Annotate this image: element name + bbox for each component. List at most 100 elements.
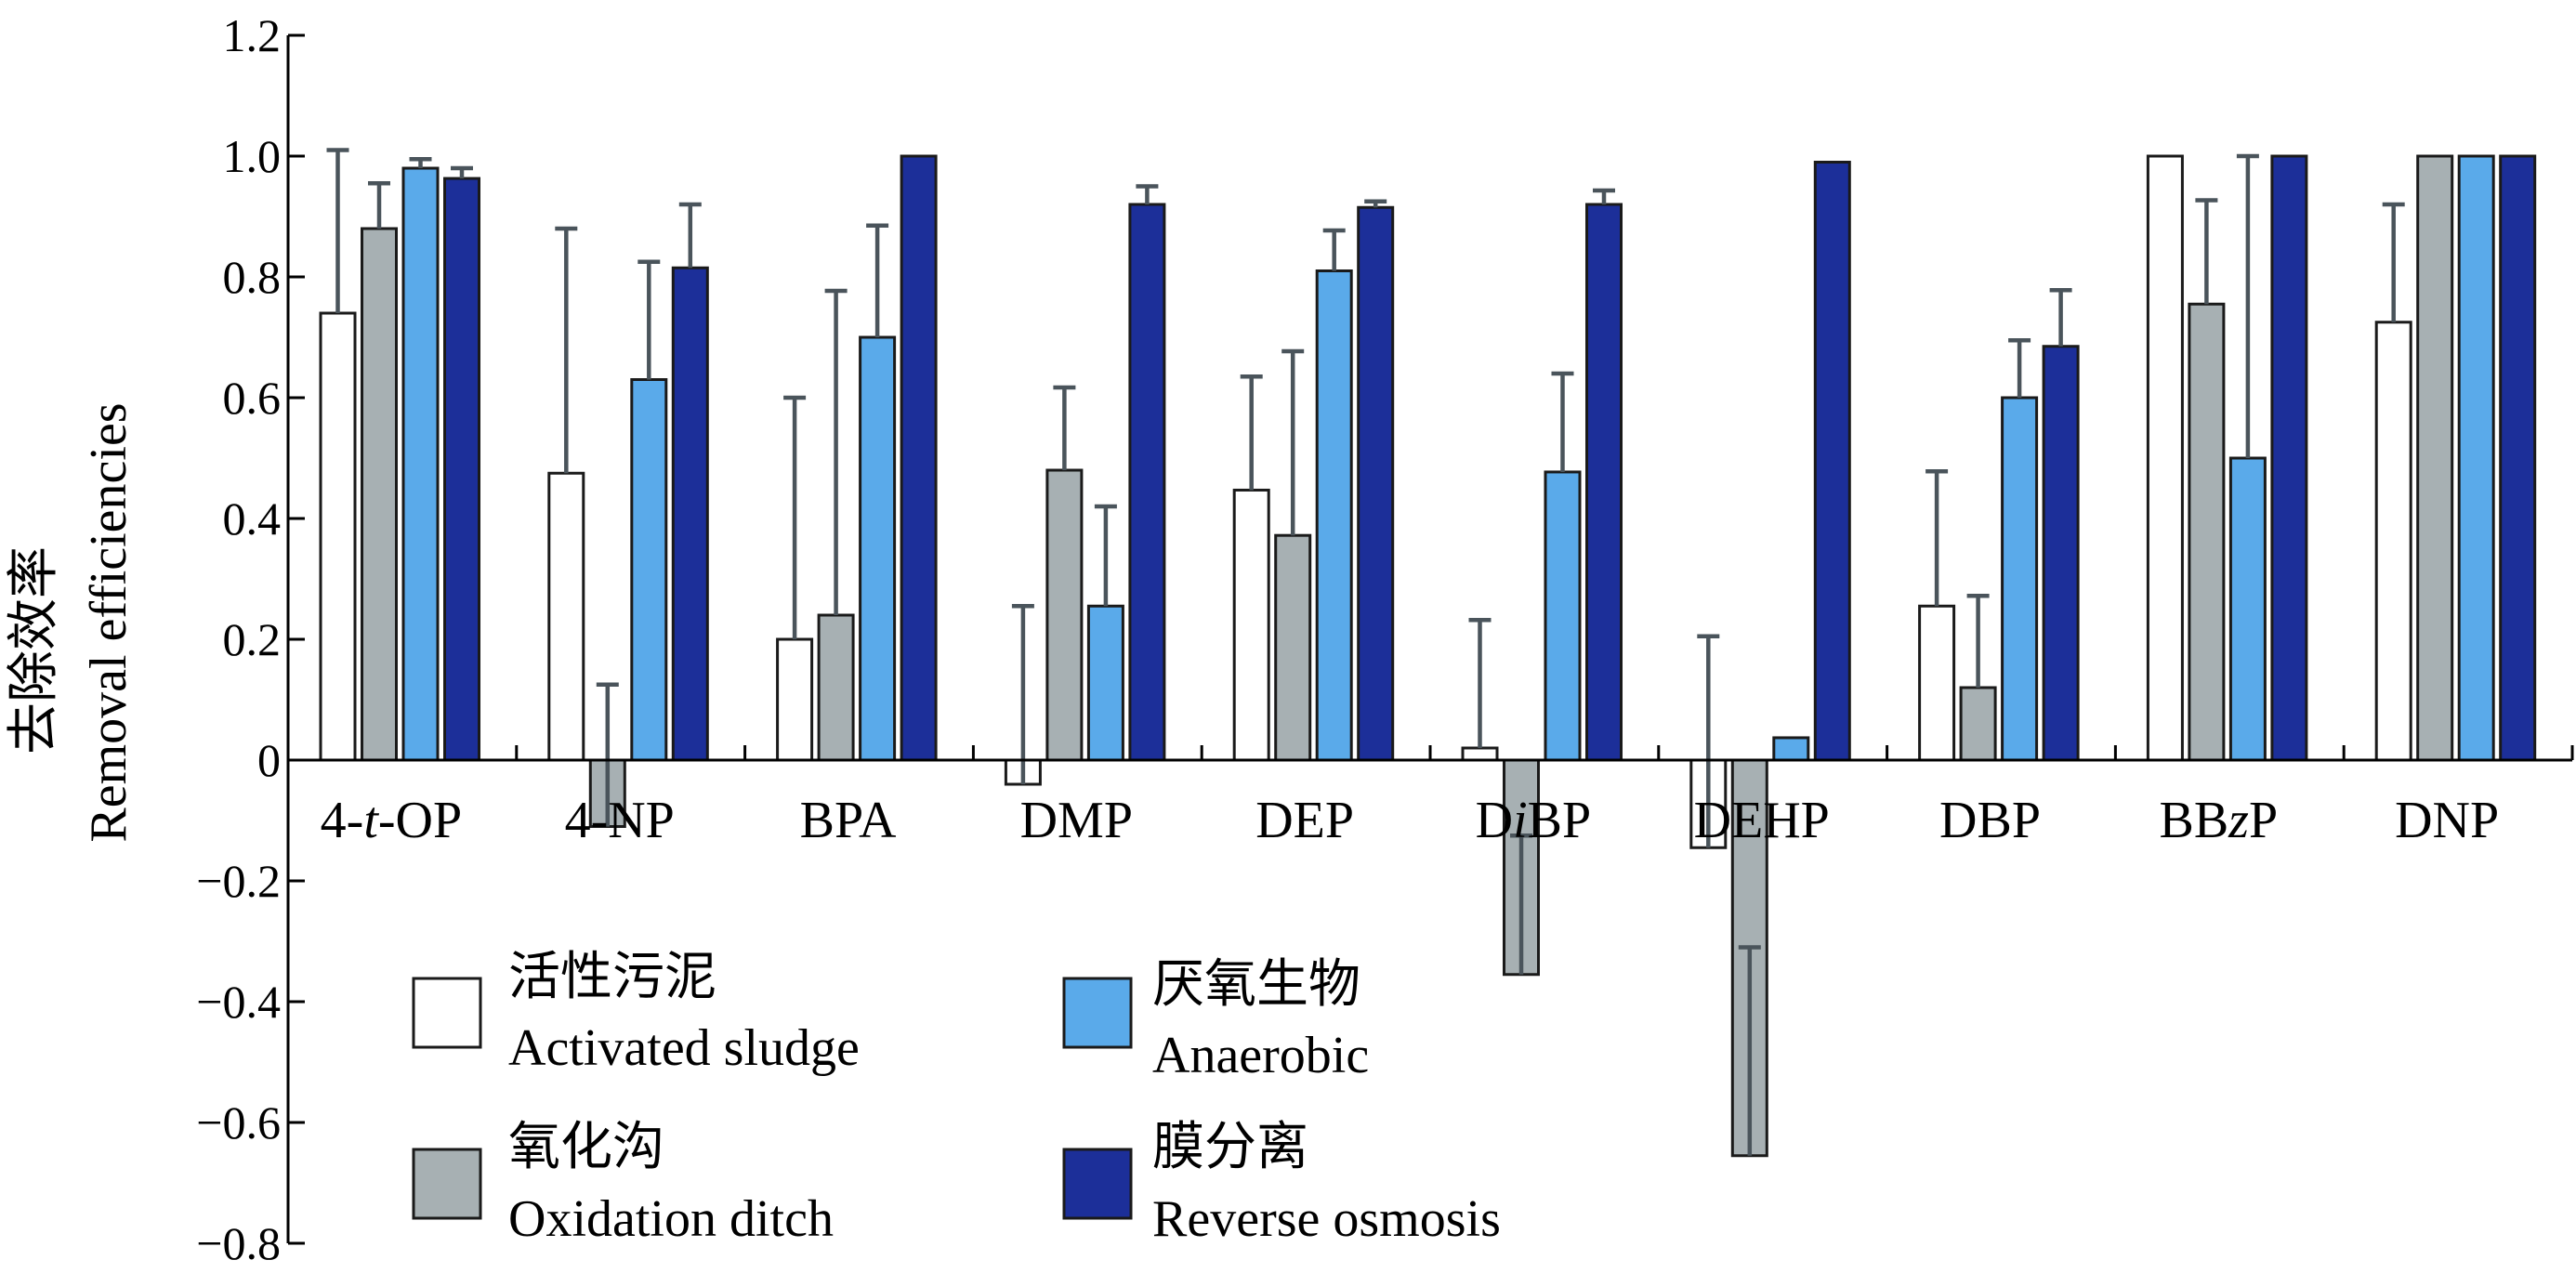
legend-swatch-oxidation-ditch (412, 1148, 482, 1220)
x-tick-label-5: DiBP (1476, 792, 1592, 849)
y-tick-label-1: 1.0 (223, 130, 282, 182)
error-bar-activated-sludge-6 (1697, 634, 1720, 848)
legend-swatch-anaerobic (1062, 977, 1133, 1049)
error-bar-anaerobic-7 (2008, 338, 2031, 398)
bar-anaerobic-3 (1086, 604, 1124, 762)
bar-activated-sludge-2 (776, 637, 814, 762)
error-bar-activated-sludge-7 (1925, 469, 1949, 607)
legend-label-en-activated-sludge: Activated sludge (508, 1019, 860, 1077)
legend-label-cn-reverse-osmosis: 膜分离 (1152, 1119, 1308, 1176)
bar-anaerobic-6 (1772, 736, 1810, 762)
x-tick-label-3: DMP (1020, 792, 1133, 849)
axes-layer (286, 33, 2574, 1245)
bar-anaerobic-9 (2457, 154, 2495, 762)
error-bar-anaerobic-5 (1551, 371, 1574, 472)
error-bars-layer (326, 148, 2405, 1156)
x-tick-label-7: DBP (1939, 792, 2041, 849)
bar-reverse-osmosis-5 (1585, 203, 1623, 762)
error-bar-activated-sludge-3 (1011, 604, 1034, 784)
error-bar-reverse-osmosis-4 (1364, 199, 1387, 208)
bar-reverse-osmosis-9 (2499, 154, 2537, 762)
bar-reverse-osmosis-8 (2270, 154, 2308, 762)
error-bar-anaerobic-8 (2236, 153, 2259, 458)
bar-anaerobic-7 (2001, 396, 2039, 762)
error-bar-anaerobic-4 (1322, 228, 1346, 271)
bar-oxidation-ditch-9 (2416, 154, 2454, 762)
error-bar-reverse-osmosis-1 (678, 202, 702, 269)
bar-oxidation-ditch-8 (2188, 302, 2226, 762)
error-bar-oxidation-ditch-1 (596, 682, 619, 827)
legend-label-cn-activated-sludge: 活性污泥 (508, 949, 716, 1006)
y-tick-label-9: −0.6 (196, 1096, 281, 1148)
error-bar-reverse-osmosis-3 (1136, 184, 1159, 204)
bar-oxidation-ditch-7 (1959, 686, 1997, 762)
labels-layer: 1.2 1.0 0.8 0.6 0.4 0.2 0 −0.2 −0.4 −0.6 −0.8 4-t-O… (196, 9, 2499, 1269)
error-bar-activated-sludge-9 (2382, 202, 2405, 322)
y-tick-label-8: −0.4 (196, 976, 281, 1028)
y-axis-label-en: Removal efficiencies (80, 402, 138, 842)
x-tick-label-0: 4-t-OP (321, 792, 462, 849)
x-tick-label-2: BPA (800, 792, 897, 849)
y-tick-label-2: 0.8 (223, 251, 282, 303)
legend-label-en-oxidation-ditch: Oxidation ditch (508, 1190, 834, 1248)
x-tick-label-1: 4-NP (565, 792, 675, 849)
error-bar-oxidation-ditch-8 (2195, 198, 2218, 305)
bar-oxidation-ditch-3 (1045, 468, 1084, 762)
bar-anaerobic-0 (401, 166, 440, 762)
error-bar-anaerobic-2 (866, 223, 889, 337)
bar-reverse-osmosis-2 (900, 154, 938, 762)
bar-reverse-osmosis-4 (1357, 205, 1395, 762)
bar-activated-sludge-4 (1232, 488, 1270, 762)
legend-label-en-anaerobic: Anaerobic (1152, 1027, 1369, 1084)
bar-oxidation-ditch-2 (817, 613, 855, 762)
bar-reverse-osmosis-7 (2042, 345, 2080, 762)
legend-label-en-reverse-osmosis: Reverse osmosis (1152, 1190, 1501, 1248)
error-bar-activated-sludge-0 (326, 148, 349, 313)
error-bar-oxidation-ditch-5 (1510, 833, 1532, 975)
error-bar-oxidation-ditch-4 (1281, 348, 1305, 536)
bar-activated-sludge-7 (1918, 604, 1956, 762)
bar-activated-sludge-0 (319, 311, 357, 762)
error-bar-activated-sludge-4 (1240, 374, 1263, 491)
y-tick-label-0: 1.2 (223, 9, 282, 61)
bar-anaerobic-5 (1544, 470, 1582, 762)
y-tick-label-7: −0.2 (196, 855, 281, 907)
bar-activated-sludge-1 (547, 471, 585, 762)
bars-layer (319, 154, 2537, 1158)
bar-reverse-osmosis-3 (1128, 203, 1166, 762)
error-bar-reverse-osmosis-0 (451, 165, 473, 179)
error-bar-anaerobic-1 (637, 259, 661, 380)
y-axis-label-cn: 去除效率 (6, 546, 63, 755)
error-bar-oxidation-ditch-2 (824, 288, 848, 615)
bar-activated-sludge-8 (2146, 154, 2184, 762)
x-tick-label-4: DEP (1255, 792, 1354, 849)
legend: 活性污泥 Activated sludge 氧化沟 Oxidation ditc… (412, 949, 1501, 1248)
error-bar-oxidation-ditch-0 (368, 181, 390, 229)
error-bar-anaerobic-0 (409, 157, 432, 168)
bar-anaerobic-1 (630, 378, 668, 762)
legend-swatch-activated-sludge (412, 977, 482, 1049)
error-bar-reverse-osmosis-7 (2049, 288, 2072, 347)
error-bar-oxidation-ditch-7 (1966, 593, 1990, 688)
bar-reverse-osmosis-6 (1813, 161, 1851, 762)
error-bar-activated-sludge-5 (1468, 617, 1492, 748)
x-tick-label-6: DEHP (1694, 792, 1830, 849)
bar-activated-sludge-9 (2374, 321, 2412, 762)
error-bar-reverse-osmosis-5 (1593, 188, 1615, 204)
bar-activated-sludge-5 (1461, 746, 1499, 762)
bar-anaerobic-2 (859, 335, 897, 762)
legend-label-cn-oxidation-ditch: 氧化沟 (508, 1119, 664, 1176)
bar-reverse-osmosis-1 (671, 266, 709, 762)
error-bar-anaerobic-3 (1094, 504, 1117, 607)
bar-oxidation-ditch-0 (361, 227, 398, 762)
error-bar-activated-sludge-1 (555, 226, 578, 474)
y-tick-label-6: 0 (257, 734, 281, 786)
bar-anaerobic-8 (2228, 456, 2267, 762)
error-bar-activated-sludge-2 (783, 395, 807, 639)
error-bar-oxidation-ditch-3 (1053, 385, 1076, 470)
y-tick-label-4: 0.4 (223, 492, 282, 545)
error-bar-oxidation-ditch-6 (1738, 945, 1761, 1156)
bar-reverse-osmosis-0 (443, 177, 480, 762)
y-tick-label-3: 0.6 (223, 372, 282, 424)
